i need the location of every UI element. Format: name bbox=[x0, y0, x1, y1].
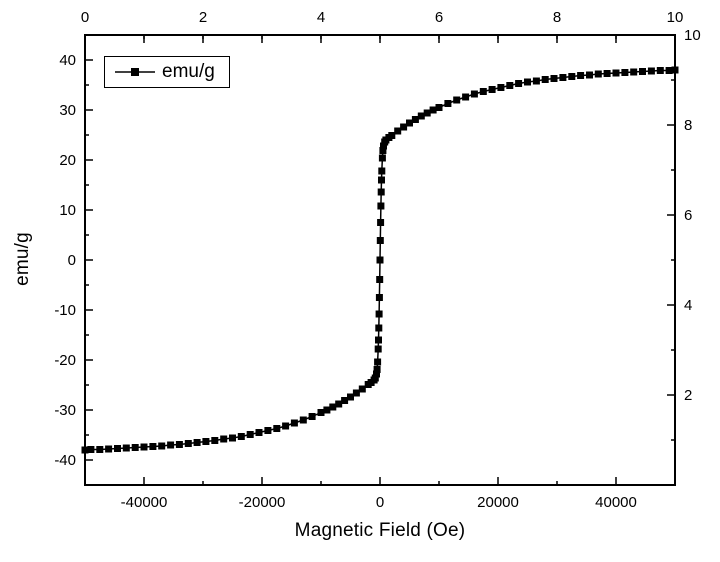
right-tick-label: 4 bbox=[684, 297, 692, 314]
y-tick-label: -40 bbox=[54, 452, 76, 469]
right-tick-label: 10 bbox=[684, 27, 701, 44]
right-tick-label: 8 bbox=[684, 117, 692, 134]
x-tick-label: 0 bbox=[376, 494, 384, 511]
right-tick-label: 2 bbox=[684, 387, 692, 404]
y-tick-label: 20 bbox=[59, 152, 76, 169]
top-tick-label: 4 bbox=[317, 9, 325, 26]
x-tick-label: 40000 bbox=[595, 494, 637, 511]
tick-labels: -40000 -20000 0 20000 40000403020100-10-20-3… bbox=[54, 9, 700, 511]
legend: emu/g bbox=[104, 56, 230, 88]
y-tick-label: 40 bbox=[59, 52, 76, 69]
right-tick-label: 6 bbox=[684, 207, 692, 224]
x-axis-title: Magnetic Field (Oe) bbox=[294, 520, 466, 541]
legend-marker-icon bbox=[115, 68, 155, 76]
series-points bbox=[81, 66, 679, 454]
y-tick-label: 10 bbox=[59, 202, 76, 219]
top-tick-label: 2 bbox=[199, 9, 207, 26]
axis-ticks bbox=[84, 34, 676, 485]
y-tick-label: -10 bbox=[54, 302, 76, 319]
top-tick-label: 0 bbox=[81, 9, 89, 26]
legend-label: emu/g bbox=[162, 61, 215, 82]
y-tick-label: 0 bbox=[68, 252, 76, 269]
top-tick-label: 6 bbox=[435, 9, 443, 26]
x-tick-label: -20000 bbox=[239, 494, 286, 511]
x-tick-label: -40000 bbox=[121, 494, 168, 511]
y-axis-title: emu/g bbox=[12, 232, 33, 286]
top-tick-label: 8 bbox=[553, 9, 561, 26]
top-tick-label: 10 bbox=[667, 9, 684, 26]
y-tick-label: -30 bbox=[54, 402, 76, 419]
y-tick-label: 30 bbox=[59, 102, 76, 119]
x-tick-label: 20000 bbox=[477, 494, 519, 511]
y-tick-label: -20 bbox=[54, 352, 76, 369]
